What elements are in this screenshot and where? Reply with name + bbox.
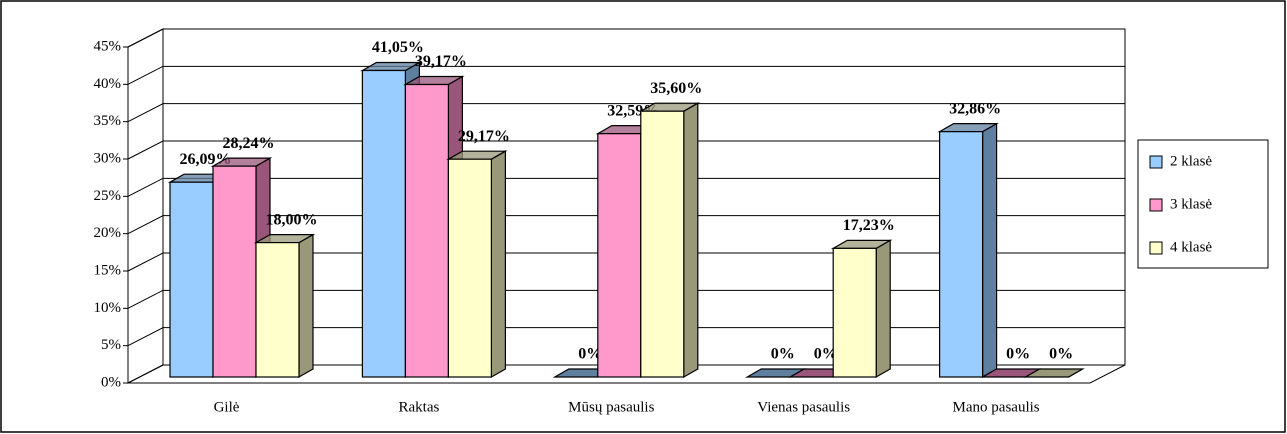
- data-label: 17,23%: [843, 217, 895, 234]
- bar-top: [1023, 368, 1085, 378]
- grid-line: [127, 364, 1125, 384]
- bar-side: [490, 150, 506, 379]
- data-label: 0%: [1049, 346, 1073, 363]
- data-label: 41,05%: [372, 39, 424, 56]
- data-label: 39,17%: [415, 53, 467, 70]
- bar-group: [446, 150, 508, 379]
- y-tick-label: 20%: [94, 225, 122, 241]
- bar: [361, 69, 406, 378]
- bar-group: [937, 122, 999, 379]
- bar: [597, 133, 642, 378]
- bar-side: [683, 102, 699, 379]
- bar-group: [1023, 368, 1085, 378]
- data-label: 0%: [814, 346, 838, 363]
- legend-swatch: [1149, 155, 1163, 169]
- y-tick-label: 35%: [94, 113, 122, 129]
- legend-swatch: [1149, 198, 1163, 212]
- bar-group: [403, 75, 465, 379]
- x-tick-label: Raktas: [398, 399, 439, 415]
- y-tick-label: 30%: [94, 150, 122, 166]
- y-tick-label: 10%: [94, 300, 122, 316]
- data-label: 35,60%: [650, 80, 702, 97]
- bar: [212, 165, 257, 378]
- data-label: 0%: [578, 346, 602, 363]
- grid-line: [127, 252, 1125, 272]
- y-tick-label: 25%: [94, 188, 122, 204]
- grid-line: [127, 327, 1125, 347]
- data-label: 18,00%: [266, 211, 318, 228]
- grid-line: [127, 289, 1125, 309]
- bar-side: [981, 122, 998, 379]
- x-tick-label: Mano pasaulis: [953, 399, 1040, 415]
- grid-line: [127, 215, 1125, 235]
- legend-label: 4 klasė: [1170, 239, 1212, 255]
- bar-group: [253, 233, 316, 379]
- bar: [640, 110, 685, 378]
- bar: [255, 242, 300, 378]
- grid-line: [127, 28, 1125, 48]
- bar-side: [298, 233, 314, 379]
- bar: [404, 83, 449, 378]
- data-label: 29,17%: [458, 128, 510, 145]
- grid-line: [127, 65, 1125, 85]
- bar-group: [638, 102, 701, 379]
- grid-line: [127, 177, 1125, 197]
- data-label: 28,24%: [223, 135, 275, 152]
- bar: [832, 247, 877, 378]
- bar: [447, 158, 492, 378]
- x-tick-label: Gilė: [214, 399, 240, 415]
- bar-group: [830, 239, 893, 379]
- y-tick-label: 0%: [101, 374, 121, 390]
- grid-line: [127, 140, 1125, 160]
- bar: [169, 181, 214, 378]
- bar-side: [875, 239, 891, 379]
- data-label: 0%: [771, 346, 795, 363]
- y-tick-label: 40%: [94, 76, 122, 92]
- bar: [938, 131, 984, 378]
- grid-line: [127, 103, 1125, 123]
- y-tick-label: 15%: [94, 262, 122, 278]
- data-label: 32,86%: [949, 100, 1001, 117]
- legend-swatch: [1149, 241, 1163, 255]
- legend-label: 2 klasė: [1170, 153, 1212, 169]
- x-tick-label: Vienas pasaulis: [757, 399, 850, 415]
- y-tick-label: 45%: [94, 38, 122, 54]
- x-tick-label: Mūsų pasaulis: [568, 399, 654, 415]
- data-label: 0%: [1006, 346, 1030, 363]
- y-tick-label: 5%: [101, 337, 121, 353]
- legend-label: 3 klasė: [1170, 196, 1212, 212]
